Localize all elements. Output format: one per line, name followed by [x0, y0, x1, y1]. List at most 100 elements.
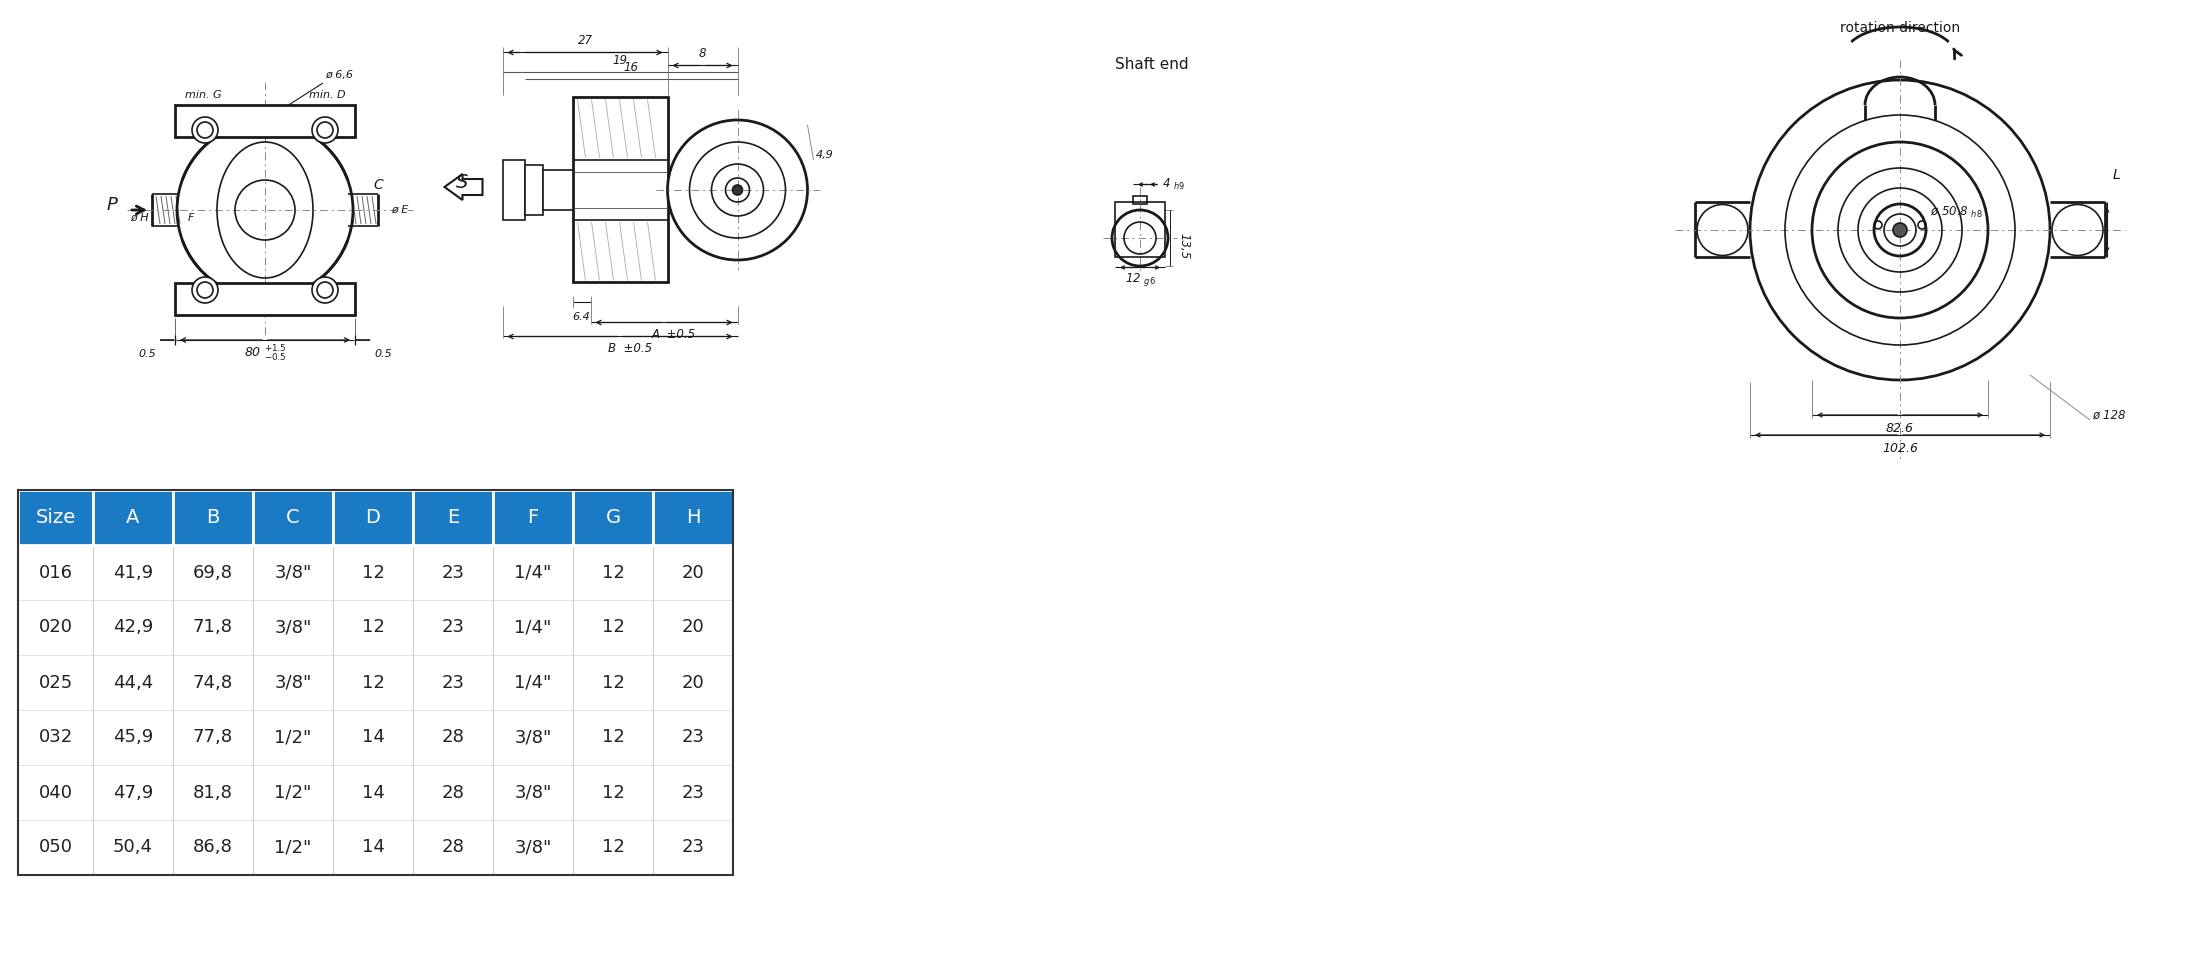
Text: 23: 23	[681, 728, 705, 747]
Bar	[18, 490, 93, 545]
Text: 3/8": 3/8"	[514, 728, 551, 747]
Polygon shape	[445, 174, 483, 200]
Text: 3/8": 3/8"	[273, 673, 311, 692]
Bar	[573, 490, 652, 545]
Circle shape	[1893, 223, 1906, 237]
Text: 69,8: 69,8	[194, 564, 234, 581]
Text: 3/8": 3/8"	[514, 839, 551, 857]
Text: 12: 12	[602, 728, 624, 747]
Text: C: C	[372, 178, 383, 192]
Text: 032: 032	[37, 728, 73, 747]
Text: 80 $^{+1.5}_{-0.5}$: 80 $^{+1.5}_{-0.5}$	[245, 344, 287, 364]
Text: F: F	[187, 213, 194, 223]
Text: 47,9: 47,9	[112, 783, 152, 802]
Text: ø E: ø E	[390, 205, 408, 215]
Text: 040: 040	[37, 783, 73, 802]
Text: 71,8: 71,8	[194, 618, 234, 636]
Text: P: P	[106, 196, 117, 214]
Bar	[333, 490, 412, 545]
Text: 82.6: 82.6	[1887, 422, 1913, 435]
Circle shape	[732, 185, 743, 195]
Bar	[174, 105, 355, 137]
Text: B  ±0.5: B ±0.5	[608, 342, 652, 355]
Text: 050: 050	[37, 839, 73, 857]
Text: A: A	[126, 508, 139, 527]
Text: 12: 12	[602, 673, 624, 692]
Text: 19: 19	[613, 54, 628, 67]
Text: 12: 12	[361, 673, 383, 692]
Text: H: H	[685, 508, 701, 527]
Text: 1/2": 1/2"	[273, 839, 311, 857]
Text: E: E	[447, 508, 458, 527]
Text: 41,9: 41,9	[112, 564, 152, 581]
Circle shape	[668, 120, 807, 260]
Bar	[174, 283, 355, 315]
Text: 44,4: 44,4	[112, 673, 152, 692]
Text: 23: 23	[441, 618, 465, 636]
Text: 20: 20	[681, 618, 705, 636]
Text: 12: 12	[361, 618, 383, 636]
Text: J: J	[350, 220, 355, 230]
Text: 28: 28	[441, 728, 465, 747]
Bar	[503, 160, 525, 220]
Text: G: G	[606, 508, 622, 527]
Text: F: F	[527, 508, 538, 527]
Text: 20: 20	[681, 673, 705, 692]
Text: 14: 14	[361, 728, 383, 747]
Text: 016: 016	[37, 564, 73, 581]
Text: min. G: min. G	[185, 90, 220, 100]
Text: 020: 020	[37, 618, 73, 636]
Bar	[573, 97, 668, 282]
Circle shape	[1750, 80, 2050, 380]
Text: 45,9: 45,9	[112, 728, 152, 747]
Text: 8: 8	[699, 47, 705, 60]
Text: 86,8: 86,8	[194, 839, 234, 857]
Text: C: C	[287, 508, 300, 527]
Text: 23: 23	[441, 564, 465, 581]
Text: 16: 16	[624, 61, 639, 74]
Text: L: L	[2114, 168, 2120, 182]
Text: 4,9: 4,9	[815, 150, 833, 160]
Text: B: B	[207, 508, 220, 527]
Bar	[1115, 203, 1166, 258]
Text: S: S	[456, 173, 469, 192]
Text: 81,8: 81,8	[194, 783, 234, 802]
Text: 1/2": 1/2"	[273, 783, 311, 802]
Text: 3/8": 3/8"	[514, 783, 551, 802]
Text: 23: 23	[441, 673, 465, 692]
Bar	[542, 170, 573, 210]
Text: ø 50.8 $_{h8}$: ø 50.8 $_{h8}$	[1931, 205, 1984, 220]
Text: 3/8": 3/8"	[273, 618, 311, 636]
Bar	[412, 490, 494, 545]
Text: Shaft end: Shaft end	[1115, 58, 1188, 73]
Text: 4 $_{h9}$: 4 $_{h9}$	[1162, 177, 1186, 192]
Text: 1/4": 1/4"	[514, 618, 551, 636]
Text: ø 6,6: ø 6,6	[324, 70, 353, 80]
Text: 74,8: 74,8	[194, 673, 234, 692]
Text: 12: 12	[602, 783, 624, 802]
Text: 27: 27	[577, 34, 593, 47]
Bar	[525, 165, 542, 215]
Text: 12: 12	[602, 564, 624, 581]
Circle shape	[313, 277, 337, 303]
Bar	[93, 490, 172, 545]
Text: 12: 12	[602, 839, 624, 857]
Text: 0.5: 0.5	[375, 349, 392, 359]
Bar	[253, 490, 333, 545]
Bar	[18, 490, 734, 875]
Circle shape	[192, 117, 218, 143]
Text: 42,9: 42,9	[112, 618, 152, 636]
Text: 28: 28	[441, 839, 465, 857]
Text: 14: 14	[361, 783, 383, 802]
Text: A  ±0.5: A ±0.5	[652, 328, 696, 341]
Text: D: D	[366, 508, 381, 527]
Text: 50,4: 50,4	[112, 839, 152, 857]
Text: 1/4": 1/4"	[514, 673, 551, 692]
Text: 0.5: 0.5	[139, 349, 156, 359]
Bar	[494, 490, 573, 545]
Text: 3/8": 3/8"	[273, 564, 311, 581]
Text: Size: Size	[35, 508, 75, 527]
Text: 12: 12	[361, 564, 383, 581]
Text: 13,5: 13,5	[1177, 233, 1190, 259]
Text: 77,8: 77,8	[194, 728, 234, 747]
